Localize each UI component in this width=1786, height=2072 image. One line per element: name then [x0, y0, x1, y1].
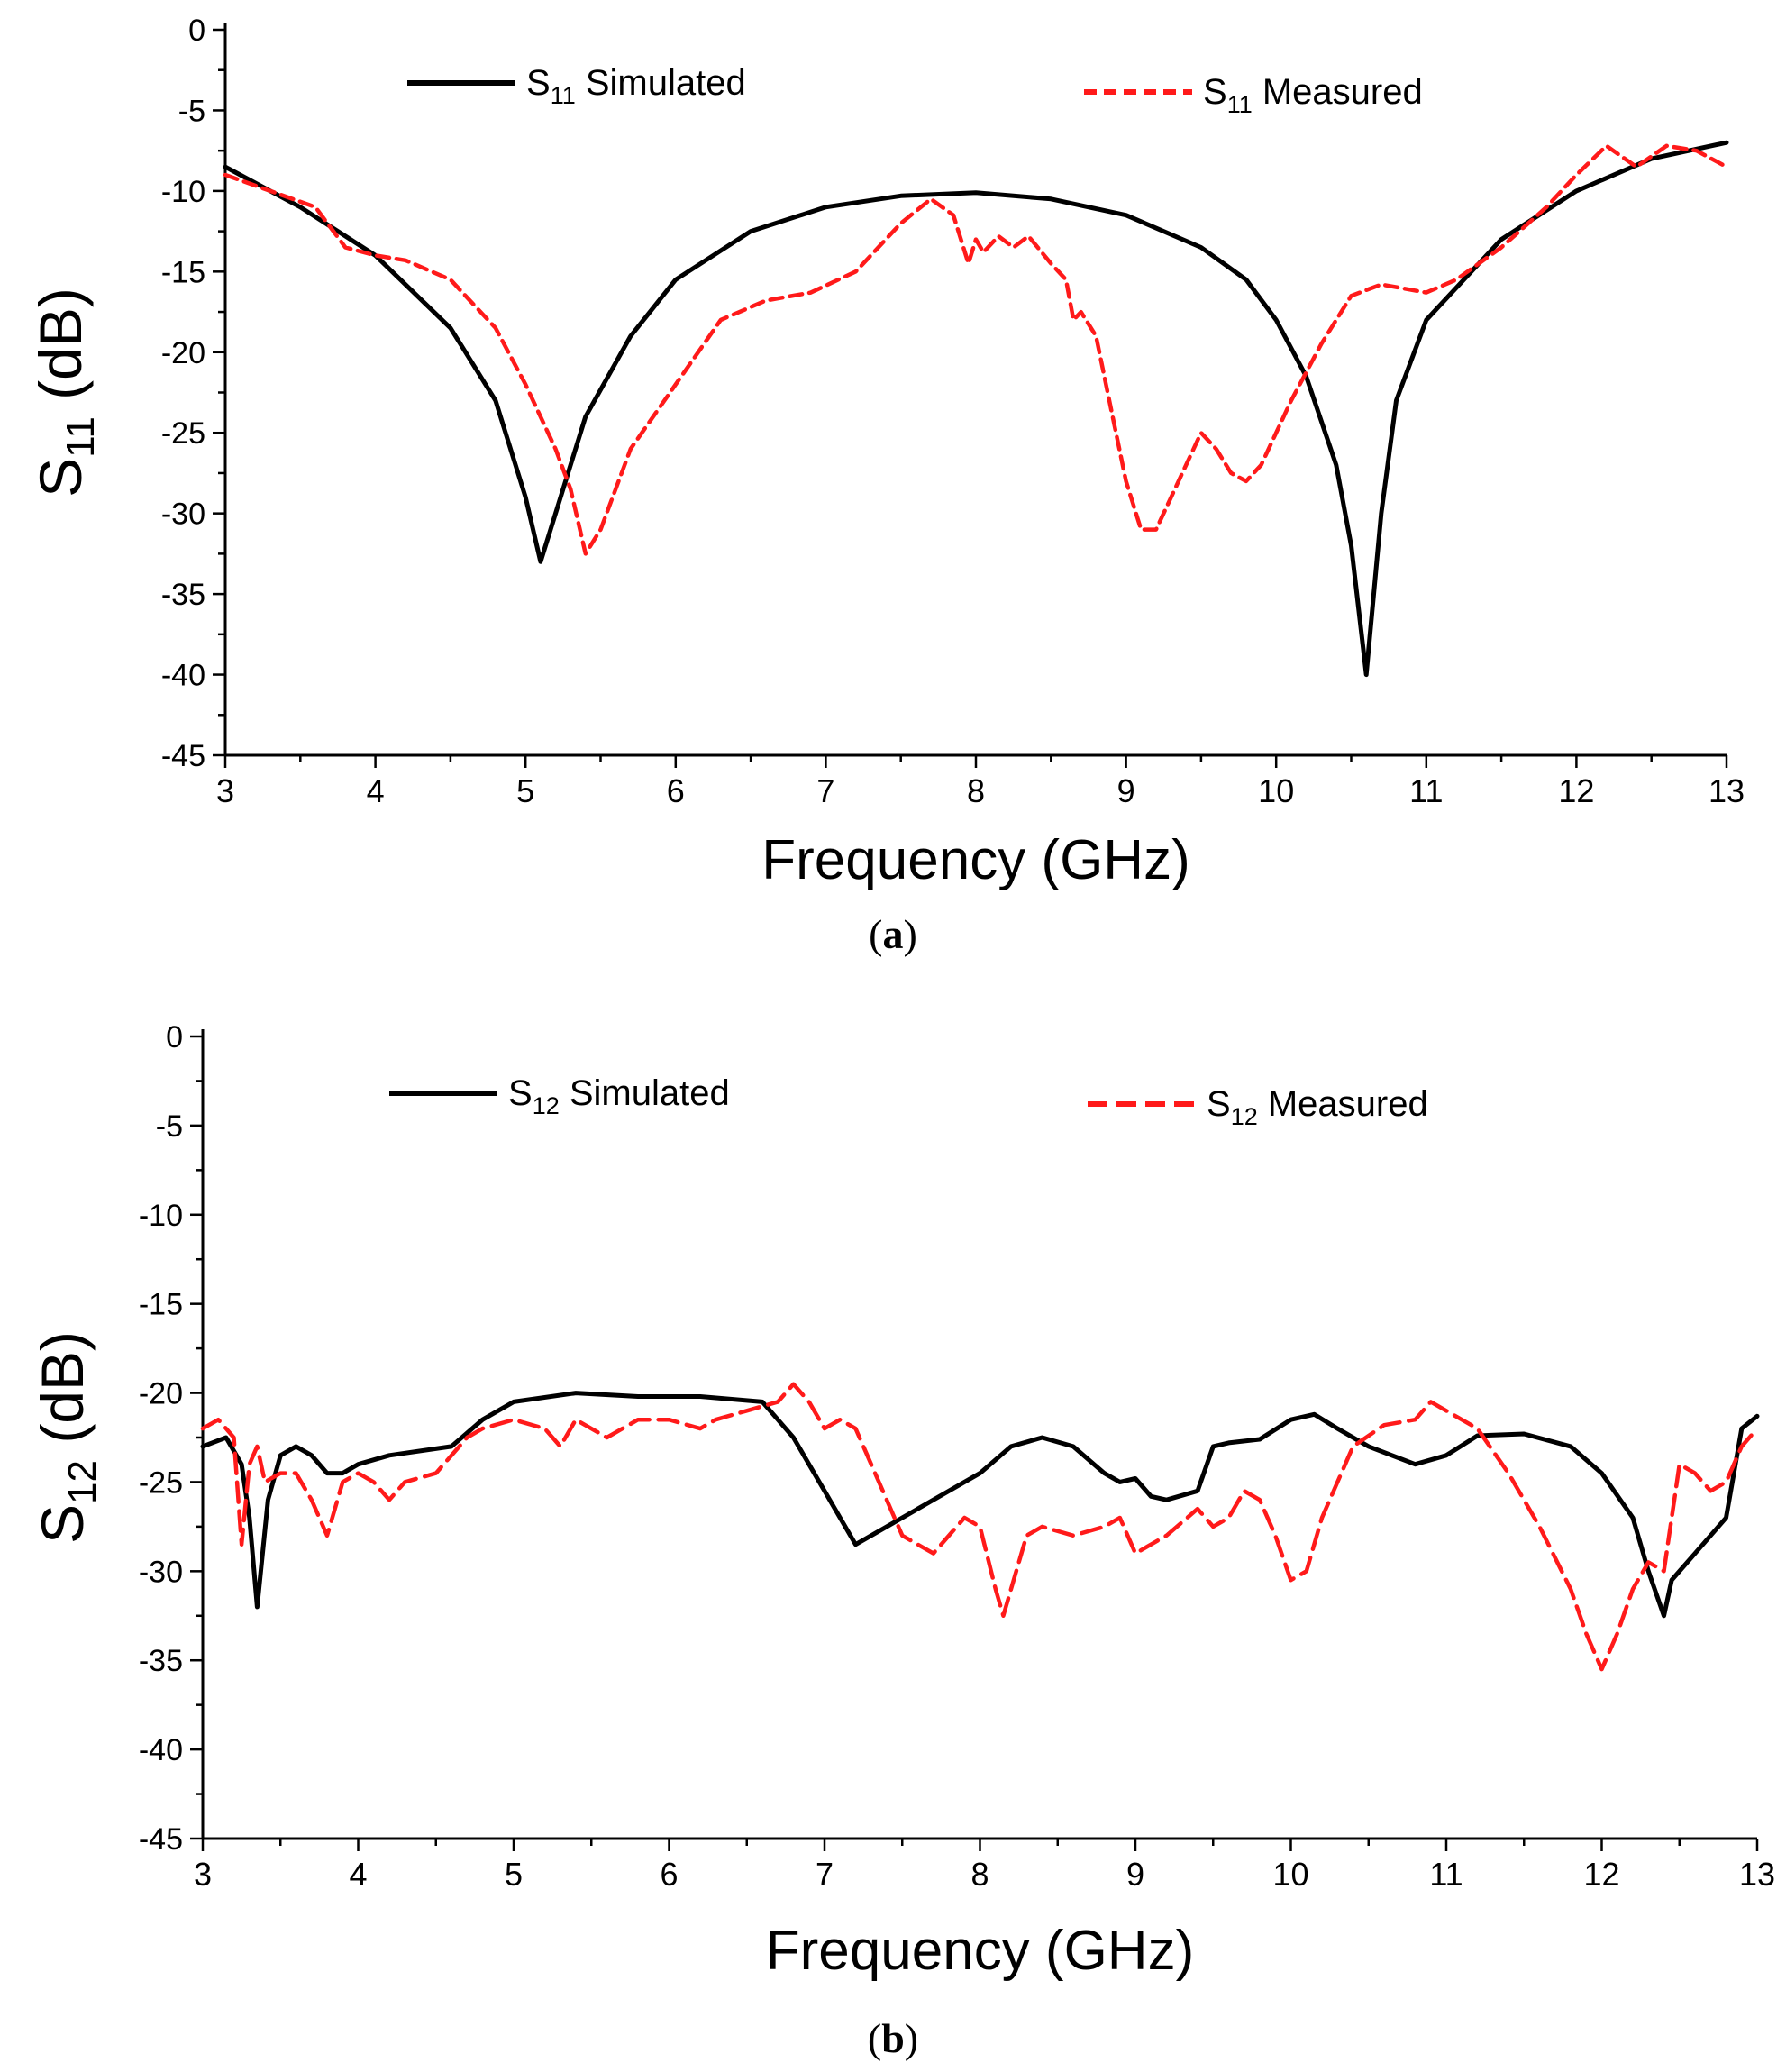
- legend-label-sub: 11: [1227, 91, 1253, 118]
- legend-label-base: S: [1203, 72, 1227, 112]
- chart-panel-a: 0 -5 -10 -15 -20 -25 -30 -35 -40 -45 3 4 5 6 7 8 9 10 11 12…: [0, 0, 1786, 991]
- y-axis-label-sub: 11: [59, 416, 103, 458]
- y-axis-label-base: S: [29, 1504, 96, 1544]
- y-tick-label: -10: [161, 175, 205, 209]
- legend-label-simulated: S11 Simulated: [526, 63, 746, 109]
- x-tick-label: 7: [816, 1856, 834, 1893]
- y-tick-label: 0: [166, 1020, 183, 1054]
- legend-label-measured: S12 Measured: [1207, 1084, 1428, 1130]
- x-tick-label: 8: [970, 1856, 989, 1893]
- x-tick-label: 6: [660, 1856, 678, 1893]
- x-axis-label: Frequency (GHz): [761, 829, 1189, 891]
- y-axis-label-unit: (dB): [27, 288, 94, 416]
- y-axis-label: S11 (dB): [27, 288, 103, 497]
- y-tick-label: -30: [139, 1555, 183, 1589]
- legend-label-base: S: [1207, 1084, 1231, 1124]
- x-tick-label: 3: [194, 1856, 212, 1893]
- x-tick-label: 13: [1709, 772, 1745, 809]
- y-axis-label-base: S: [27, 458, 94, 497]
- y-tick-label: -25: [139, 1465, 183, 1500]
- y-tick-label: -40: [161, 659, 205, 693]
- legend-label-base: S: [526, 63, 551, 103]
- caption-a-letter: a: [882, 911, 904, 957]
- y-tick-label: -30: [161, 497, 205, 532]
- legend-label-text: Simulated: [560, 1073, 730, 1113]
- x-axis-label: Frequency (GHz): [766, 1920, 1194, 1982]
- y-axis-label: S12 (dB): [29, 1331, 105, 1544]
- x-tick-label: 12: [1558, 772, 1594, 809]
- x-tick-label: 4: [367, 772, 385, 809]
- legend-label-sub: 11: [551, 82, 576, 109]
- caption-a: (a): [869, 911, 917, 957]
- x-tick-label: 6: [667, 772, 685, 809]
- x-tick-label: 9: [1126, 1856, 1144, 1893]
- y-tick-label: -35: [161, 578, 205, 612]
- x-tick-label: 10: [1258, 772, 1294, 809]
- caption-b: (b): [867, 2015, 919, 2061]
- x-tick-label: 10: [1272, 1856, 1308, 1893]
- y-tick-label: -10: [139, 1199, 183, 1233]
- y-tick-label: -45: [161, 739, 205, 773]
- x-tick-label: 3: [216, 772, 234, 809]
- legend-label-text: Measured: [1258, 1084, 1428, 1124]
- chart-svg-b: 0 -5 -10 -15 -20 -25 -30 -35 -40 -45 3 4 5 6 7 8 9 10 11 12…: [29, 1020, 1775, 1982]
- y-tick-label: -40: [139, 1733, 183, 1767]
- series-measured-line: [200, 1382, 1760, 1672]
- y-tick-label: -20: [161, 336, 205, 370]
- y-axis-label-sub: 12: [60, 1460, 105, 1504]
- y-tick-label: -15: [161, 255, 205, 289]
- series-simulated-line: [223, 140, 1729, 678]
- series-simulated-line: [200, 1391, 1760, 1619]
- y-tick-label: -35: [139, 1644, 183, 1678]
- x-tick-label: 13: [1739, 1856, 1775, 1893]
- y-tick-label: -15: [139, 1288, 183, 1322]
- series-measured-line: [223, 143, 1729, 556]
- x-tick-label: 11: [1429, 1856, 1463, 1893]
- y-axis-label-unit: (dB): [29, 1331, 96, 1460]
- chart-panel-b: 0 -5 -10 -15 -20 -25 -30 -35 -40 -45 3 4 5 6 7 8 9 10 11 12…: [0, 991, 1786, 2072]
- x-tick-label: 11: [1409, 772, 1443, 809]
- x-tick-label: 9: [1117, 772, 1135, 809]
- x-tick-label: 7: [816, 772, 834, 809]
- legend-label-sub: 12: [533, 1092, 560, 1119]
- x-tick-label: 8: [967, 772, 985, 809]
- y-tick-label: -45: [139, 1822, 183, 1857]
- x-tick-label: 5: [516, 772, 534, 809]
- legend-label-sub: 12: [1231, 1103, 1258, 1130]
- legend-label-measured: S11 Measured: [1203, 72, 1423, 118]
- legend-label-base: S: [508, 1073, 533, 1113]
- y-tick-label: 0: [188, 14, 205, 48]
- legend-label-text: Simulated: [576, 63, 746, 103]
- x-tick-label: 4: [349, 1856, 367, 1893]
- chart-svg-a: 0 -5 -10 -15 -20 -25 -30 -35 -40 -45 3 4 5 6 7 8 9 10 11 12…: [27, 14, 1745, 891]
- y-tick-label: -5: [178, 94, 205, 128]
- y-tick-label: -25: [161, 416, 205, 451]
- y-tick-label: -5: [156, 1109, 183, 1144]
- legend-label-text: Measured: [1253, 72, 1423, 112]
- y-tick-label: -20: [139, 1377, 183, 1411]
- legend-label-simulated: S12 Simulated: [508, 1073, 730, 1119]
- caption-b-letter: b: [881, 2015, 905, 2061]
- x-tick-label: 5: [505, 1856, 523, 1893]
- x-tick-label: 12: [1583, 1856, 1619, 1893]
